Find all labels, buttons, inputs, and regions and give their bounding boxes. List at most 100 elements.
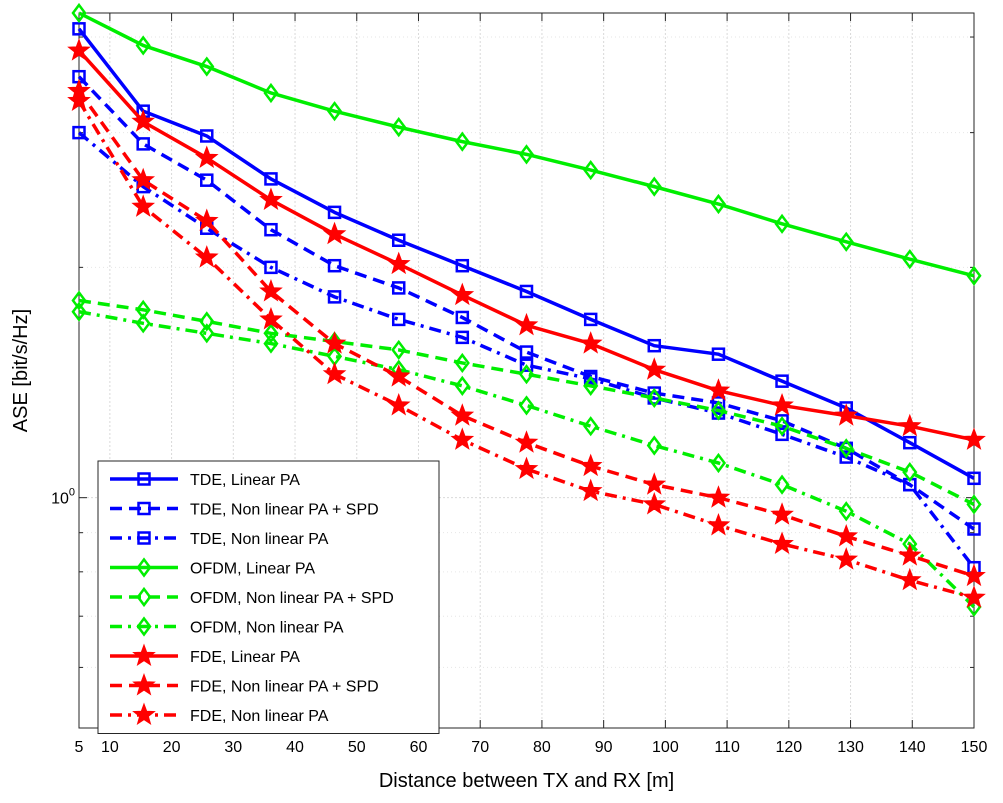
series-line bbox=[77, 100, 975, 600]
data-point bbox=[514, 456, 539, 480]
data-point bbox=[263, 323, 279, 344]
data-point bbox=[131, 167, 156, 191]
data-point bbox=[322, 221, 347, 245]
data-point bbox=[263, 333, 279, 354]
data-point bbox=[386, 364, 411, 387]
data-point bbox=[711, 347, 726, 361]
data-point bbox=[834, 403, 859, 426]
data-point bbox=[454, 352, 470, 374]
data-point bbox=[710, 452, 727, 474]
data-point bbox=[710, 193, 727, 215]
data-point bbox=[838, 438, 854, 459]
legend-swatch-marker bbox=[137, 501, 151, 516]
data-point bbox=[391, 233, 406, 247]
data-point bbox=[706, 485, 731, 508]
data-point bbox=[259, 279, 283, 302]
data-point bbox=[200, 173, 214, 187]
data-point bbox=[326, 101, 343, 122]
series-line bbox=[77, 27, 975, 480]
legend: TDE, Linear PA TDE, Non linear PA + SPD TD… bbox=[97, 460, 440, 734]
x-tick-label: 30 bbox=[224, 739, 242, 756]
legend-label: TDE, Linear PA bbox=[190, 472, 300, 489]
legend-swatch-marker bbox=[136, 616, 152, 637]
data-point bbox=[514, 312, 539, 336]
data-point bbox=[259, 187, 283, 210]
data-point bbox=[194, 208, 219, 231]
data-point bbox=[966, 494, 982, 515]
data-point bbox=[897, 543, 922, 566]
data-point bbox=[135, 35, 151, 56]
series-line bbox=[77, 75, 975, 531]
data-point bbox=[135, 313, 151, 334]
data-point bbox=[838, 501, 854, 522]
series-8 bbox=[67, 88, 986, 608]
data-point bbox=[775, 374, 789, 388]
data-point bbox=[194, 145, 219, 168]
legend-swatch-marker bbox=[137, 472, 151, 486]
data-point bbox=[518, 395, 535, 416]
x-tick-label: 80 bbox=[533, 739, 551, 756]
data-point bbox=[264, 260, 278, 275]
data-point bbox=[199, 311, 215, 332]
data-point bbox=[897, 413, 922, 437]
data-point bbox=[706, 378, 731, 401]
data-point bbox=[67, 38, 91, 61]
x-tick-label: 10 bbox=[101, 739, 119, 756]
data-point bbox=[455, 258, 470, 273]
data-point bbox=[774, 416, 790, 437]
legend-label: TDE, Non linear PA + SPD bbox=[190, 502, 379, 519]
data-point bbox=[199, 323, 215, 344]
series-3 bbox=[71, 2, 982, 286]
data-point bbox=[646, 176, 662, 197]
data-point bbox=[514, 430, 539, 453]
series-layer bbox=[67, 2, 986, 617]
data-point bbox=[450, 427, 475, 450]
series-5 bbox=[71, 301, 982, 617]
data-point bbox=[391, 339, 407, 360]
data-point bbox=[454, 375, 470, 396]
data-point bbox=[839, 450, 853, 464]
data-point bbox=[327, 205, 342, 220]
legend-label: OFDM, Non linear PA bbox=[190, 620, 344, 637]
data-point bbox=[450, 403, 475, 426]
data-point bbox=[770, 392, 794, 416]
series-0 bbox=[72, 22, 981, 486]
data-point bbox=[136, 137, 150, 151]
data-point bbox=[72, 22, 86, 36]
legend-label: FDE, Non linear PA + SPD bbox=[190, 679, 379, 696]
data-point bbox=[903, 435, 917, 450]
x-tick-label: 140 bbox=[899, 739, 926, 756]
data-point bbox=[71, 290, 87, 311]
x-tick-label: 130 bbox=[837, 739, 864, 756]
data-point bbox=[578, 453, 603, 477]
data-point bbox=[327, 258, 342, 273]
data-point bbox=[646, 387, 662, 409]
data-point bbox=[710, 400, 727, 421]
data-point bbox=[71, 301, 87, 322]
data-point bbox=[391, 281, 406, 295]
legend-label: FDE, Linear PA bbox=[190, 649, 300, 666]
x-tick-label: 50 bbox=[348, 739, 366, 756]
plot-frame bbox=[78, 12, 975, 729]
x-tick-label: 20 bbox=[163, 739, 181, 756]
data-point bbox=[583, 312, 598, 327]
data-point bbox=[518, 144, 535, 165]
data-point bbox=[200, 129, 214, 143]
axis-ticks: 5 10 20 30 40 50 60 70 80 90 100 110 120 130 140 150 100 bbox=[51, 13, 987, 756]
data-point bbox=[519, 284, 534, 299]
x-tick-label: 120 bbox=[775, 739, 802, 756]
data-point bbox=[962, 585, 986, 608]
x-tick-label: 5 bbox=[75, 739, 84, 756]
legend-label: OFDM, Linear PA bbox=[190, 561, 315, 578]
y-tick-label: 100 bbox=[51, 487, 75, 508]
data-point bbox=[967, 522, 981, 536]
series-line bbox=[77, 131, 976, 569]
data-point bbox=[962, 563, 986, 587]
data-point bbox=[386, 251, 411, 275]
data-point bbox=[72, 125, 86, 140]
data-point bbox=[966, 265, 982, 286]
x-tick-label: 110 bbox=[714, 739, 740, 756]
legend-swatch-marker bbox=[137, 531, 151, 545]
data-point bbox=[838, 231, 854, 252]
